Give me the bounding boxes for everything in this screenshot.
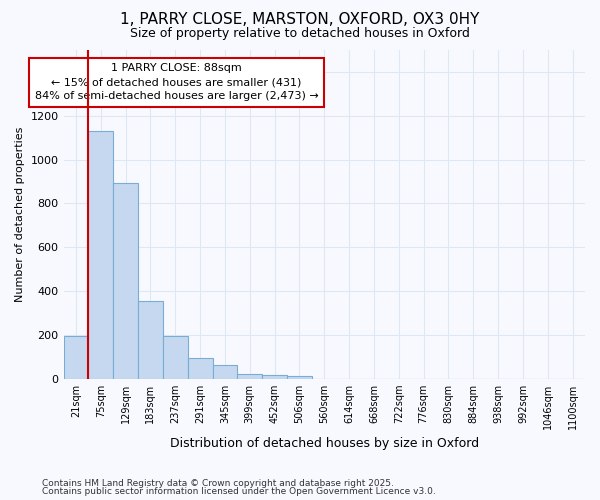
Y-axis label: Number of detached properties: Number of detached properties <box>15 126 25 302</box>
Bar <box>287 376 312 378</box>
Text: Size of property relative to detached houses in Oxford: Size of property relative to detached ho… <box>130 28 470 40</box>
Text: 1, PARRY CLOSE, MARSTON, OXFORD, OX3 0HY: 1, PARRY CLOSE, MARSTON, OXFORD, OX3 0HY <box>121 12 479 28</box>
Text: Contains HM Land Registry data © Crown copyright and database right 2025.: Contains HM Land Registry data © Crown c… <box>42 478 394 488</box>
Bar <box>113 183 138 378</box>
Text: Contains public sector information licensed under the Open Government Licence v3: Contains public sector information licen… <box>42 487 436 496</box>
Bar <box>163 336 188 378</box>
Bar <box>212 366 238 378</box>
Bar <box>238 374 262 378</box>
X-axis label: Distribution of detached houses by size in Oxford: Distribution of detached houses by size … <box>170 437 479 450</box>
Bar <box>188 358 212 378</box>
Bar <box>138 302 163 378</box>
Bar <box>262 374 287 378</box>
Bar <box>88 131 113 378</box>
Text: 1 PARRY CLOSE: 88sqm
← 15% of detached houses are smaller (431)
84% of semi-deta: 1 PARRY CLOSE: 88sqm ← 15% of detached h… <box>35 64 319 102</box>
Bar <box>64 336 88 378</box>
